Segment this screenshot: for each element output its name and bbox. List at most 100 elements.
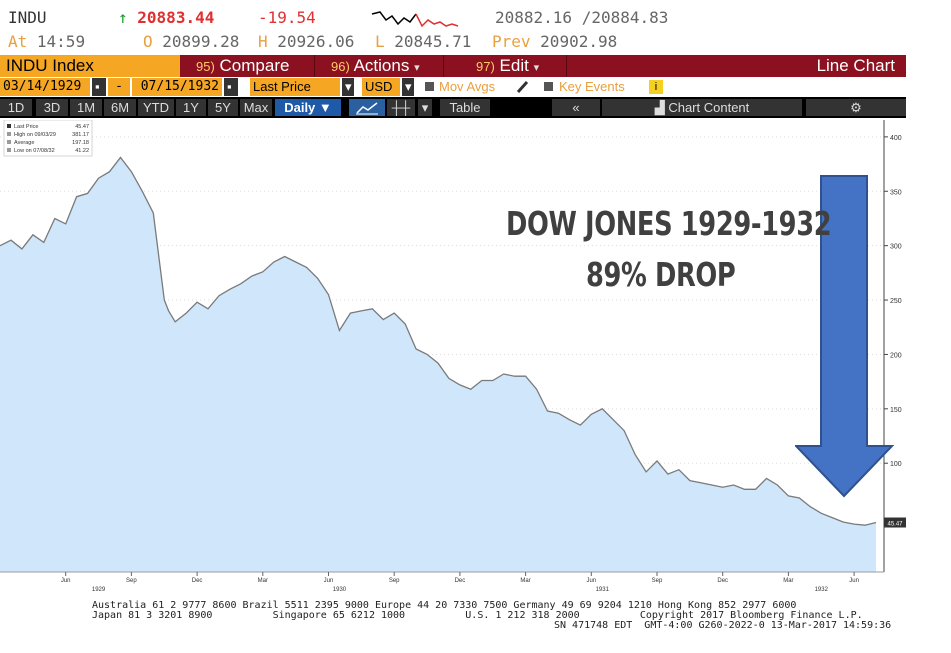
x-tick-label: Dec bbox=[192, 578, 203, 584]
x-year-label: 1931 bbox=[596, 587, 610, 593]
dropdown-icon[interactable]: ▾ bbox=[402, 78, 414, 96]
price-line bbox=[0, 156, 877, 526]
period-button-6m[interactable]: 6M bbox=[104, 99, 136, 116]
at-label: At bbox=[8, 32, 28, 51]
x-axis-ticks: Jun Sep Dec Mar Jun Sep Dec Mar Jun Sep Dec Mar Jun1… bbox=[0, 571, 884, 593]
collapse-button[interactable]: « bbox=[552, 99, 600, 116]
chart-type-label[interactable]: Line Chart bbox=[816, 56, 895, 75]
overlay-subtitle: 89% DROP bbox=[586, 255, 736, 294]
prev-value: 20902.98 bbox=[540, 32, 618, 51]
calendar-icon[interactable]: ▪ bbox=[92, 78, 106, 96]
field-select[interactable]: Last Price bbox=[250, 78, 340, 96]
ticker-symbol: INDU bbox=[8, 8, 47, 27]
menu-divider bbox=[314, 55, 315, 77]
legend-value: 197.18 bbox=[72, 140, 89, 146]
dropdown-icon[interactable]: ▾ bbox=[418, 99, 432, 116]
x-tick-label: Sep bbox=[652, 578, 663, 584]
actions-number: 96) bbox=[331, 59, 350, 74]
y-tick-label: 400 bbox=[890, 135, 902, 142]
legend-label: Last Price bbox=[14, 124, 38, 130]
period-button-1y[interactable]: 1Y bbox=[176, 99, 206, 116]
x-tick-label: Dec bbox=[717, 578, 728, 584]
low-value: 20845.71 bbox=[394, 32, 472, 51]
x-tick-label: Jun bbox=[849, 578, 859, 584]
x-tick-label: Jun bbox=[61, 578, 71, 584]
edit-label: Edit bbox=[499, 56, 529, 75]
x-tick-label: Mar bbox=[258, 578, 268, 584]
legend-label: High on 09/03/29 bbox=[14, 132, 56, 138]
legend-value: 381.17 bbox=[72, 132, 89, 138]
overlay-title: DOW JONES 1929-1932 bbox=[506, 204, 832, 243]
security-field[interactable]: INDU Index bbox=[0, 55, 180, 77]
end-date-input[interactable]: 07/15/1932 bbox=[132, 78, 222, 96]
legend-label: Low on 07/08/32 bbox=[14, 148, 55, 154]
actions-label: Actions bbox=[353, 56, 410, 75]
y-axis-ticks: 100 150 200 250 300 350 400 bbox=[884, 135, 902, 468]
settings-gear-icon[interactable]: ⚙ bbox=[806, 99, 906, 116]
x-tick-label: Sep bbox=[389, 578, 400, 584]
last-price-tag: 45.47 bbox=[884, 517, 906, 528]
down-arrow-icon bbox=[795, 175, 895, 498]
period-button-ytd[interactable]: YTD bbox=[138, 99, 174, 116]
legend-swatch bbox=[7, 132, 11, 136]
high-value: 20926.06 bbox=[277, 32, 355, 51]
x-tick-label: Mar bbox=[783, 578, 793, 584]
edit-menu[interactable]: 97) Edit ▾ bbox=[476, 55, 539, 77]
info-icon[interactable]: i bbox=[649, 80, 663, 94]
compare-number: 95) bbox=[196, 59, 215, 74]
chart-content-label: Chart Content bbox=[668, 100, 750, 115]
sparkline-icon bbox=[371, 11, 459, 28]
y-tick-label: 100 bbox=[890, 461, 902, 468]
price-tag-label: 45.47 bbox=[887, 522, 903, 528]
chart-content-button[interactable]: ▟ Chart Content bbox=[602, 99, 802, 116]
period-button-1d[interactable]: 1D bbox=[0, 99, 32, 116]
date-dash: - bbox=[108, 78, 130, 96]
open-label: O bbox=[143, 32, 153, 51]
legend-value: 41.22 bbox=[75, 148, 89, 154]
footer-line-3: SN 471748 EDT GMT-4:00 G260-2022-0 13-Ma… bbox=[554, 620, 892, 631]
y-tick-label: 250 bbox=[890, 298, 902, 305]
start-date-input[interactable]: 03/14/1929 bbox=[0, 78, 90, 96]
period-button-3d[interactable]: 3D bbox=[36, 99, 68, 116]
legend-frame bbox=[3, 120, 93, 157]
calendar-icon[interactable]: ▪ bbox=[224, 78, 238, 96]
compare-menu[interactable]: 95) Compare bbox=[196, 55, 289, 77]
last-price: 20883.44 bbox=[137, 8, 215, 27]
period-button-max[interactable]: Max bbox=[240, 99, 272, 116]
line-chart-icon[interactable] bbox=[349, 99, 385, 116]
caret-down-icon: ▾ bbox=[533, 62, 540, 74]
x-tick-label: Mar bbox=[520, 578, 530, 584]
y-tick-label: 150 bbox=[890, 407, 902, 414]
prev-label: Prev bbox=[492, 32, 531, 51]
legend-label: Average bbox=[14, 140, 34, 146]
mov-avgs-checkbox[interactable] bbox=[425, 82, 434, 91]
high-label: H bbox=[258, 32, 268, 51]
frequency-select[interactable]: Daily ▼ bbox=[275, 99, 341, 116]
x-tick-label: Jun bbox=[586, 578, 596, 584]
grid-lines bbox=[0, 136, 884, 464]
mov-avgs-label: Mov Avgs bbox=[439, 79, 496, 94]
currency-select[interactable]: USD bbox=[362, 78, 400, 96]
command-bar bbox=[0, 55, 906, 77]
price-tag-box bbox=[884, 517, 906, 528]
dropdown-icon[interactable]: ▾ bbox=[342, 78, 354, 96]
x-tick-label: Dec bbox=[455, 578, 466, 584]
footer-line-2: Japan 81 3 3201 8900 Singapore 65 6212 1… bbox=[92, 610, 863, 621]
period-button-5y[interactable]: 5Y bbox=[208, 99, 238, 116]
key-events-label: Key Events bbox=[559, 79, 625, 94]
x-tick-label: Sep bbox=[126, 578, 137, 584]
x-year-label: 1932 bbox=[815, 587, 829, 593]
key-events-checkbox[interactable] bbox=[544, 82, 553, 91]
caret-down-icon: ▾ bbox=[414, 62, 420, 74]
edit-number: 97) bbox=[476, 59, 495, 74]
y-tick-label: 200 bbox=[890, 352, 902, 359]
table-button[interactable]: Table bbox=[440, 99, 490, 116]
bid-ask: 20882.16 /20884.83 bbox=[495, 8, 669, 27]
period-button-1m[interactable]: 1M bbox=[70, 99, 102, 116]
actions-menu[interactable]: 96) Actions ▾ bbox=[331, 55, 420, 77]
pencil-icon[interactable] bbox=[515, 79, 531, 95]
net-change: -19.54 bbox=[258, 8, 316, 27]
candle-icon[interactable]: ┼┼ bbox=[387, 99, 415, 116]
footer-line-1: Australia 61 2 9777 8600 Brazil 5511 239… bbox=[92, 600, 797, 611]
open-value: 20899.28 bbox=[162, 32, 240, 51]
